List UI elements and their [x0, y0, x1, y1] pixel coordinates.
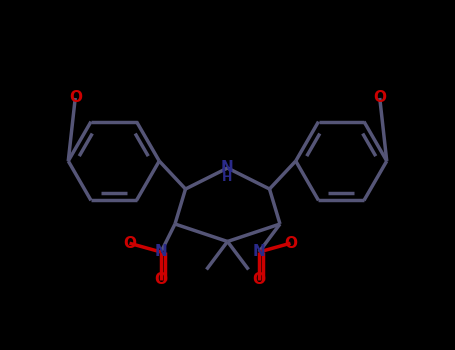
Text: O: O — [284, 236, 297, 251]
Text: N: N — [253, 245, 265, 259]
Text: O: O — [69, 91, 82, 105]
Text: O: O — [373, 91, 386, 105]
Text: H: H — [222, 171, 233, 184]
Text: O: O — [155, 273, 167, 287]
Text: N: N — [155, 245, 167, 259]
Text: N: N — [221, 161, 234, 175]
Text: O: O — [123, 236, 136, 251]
Text: O: O — [253, 273, 266, 287]
